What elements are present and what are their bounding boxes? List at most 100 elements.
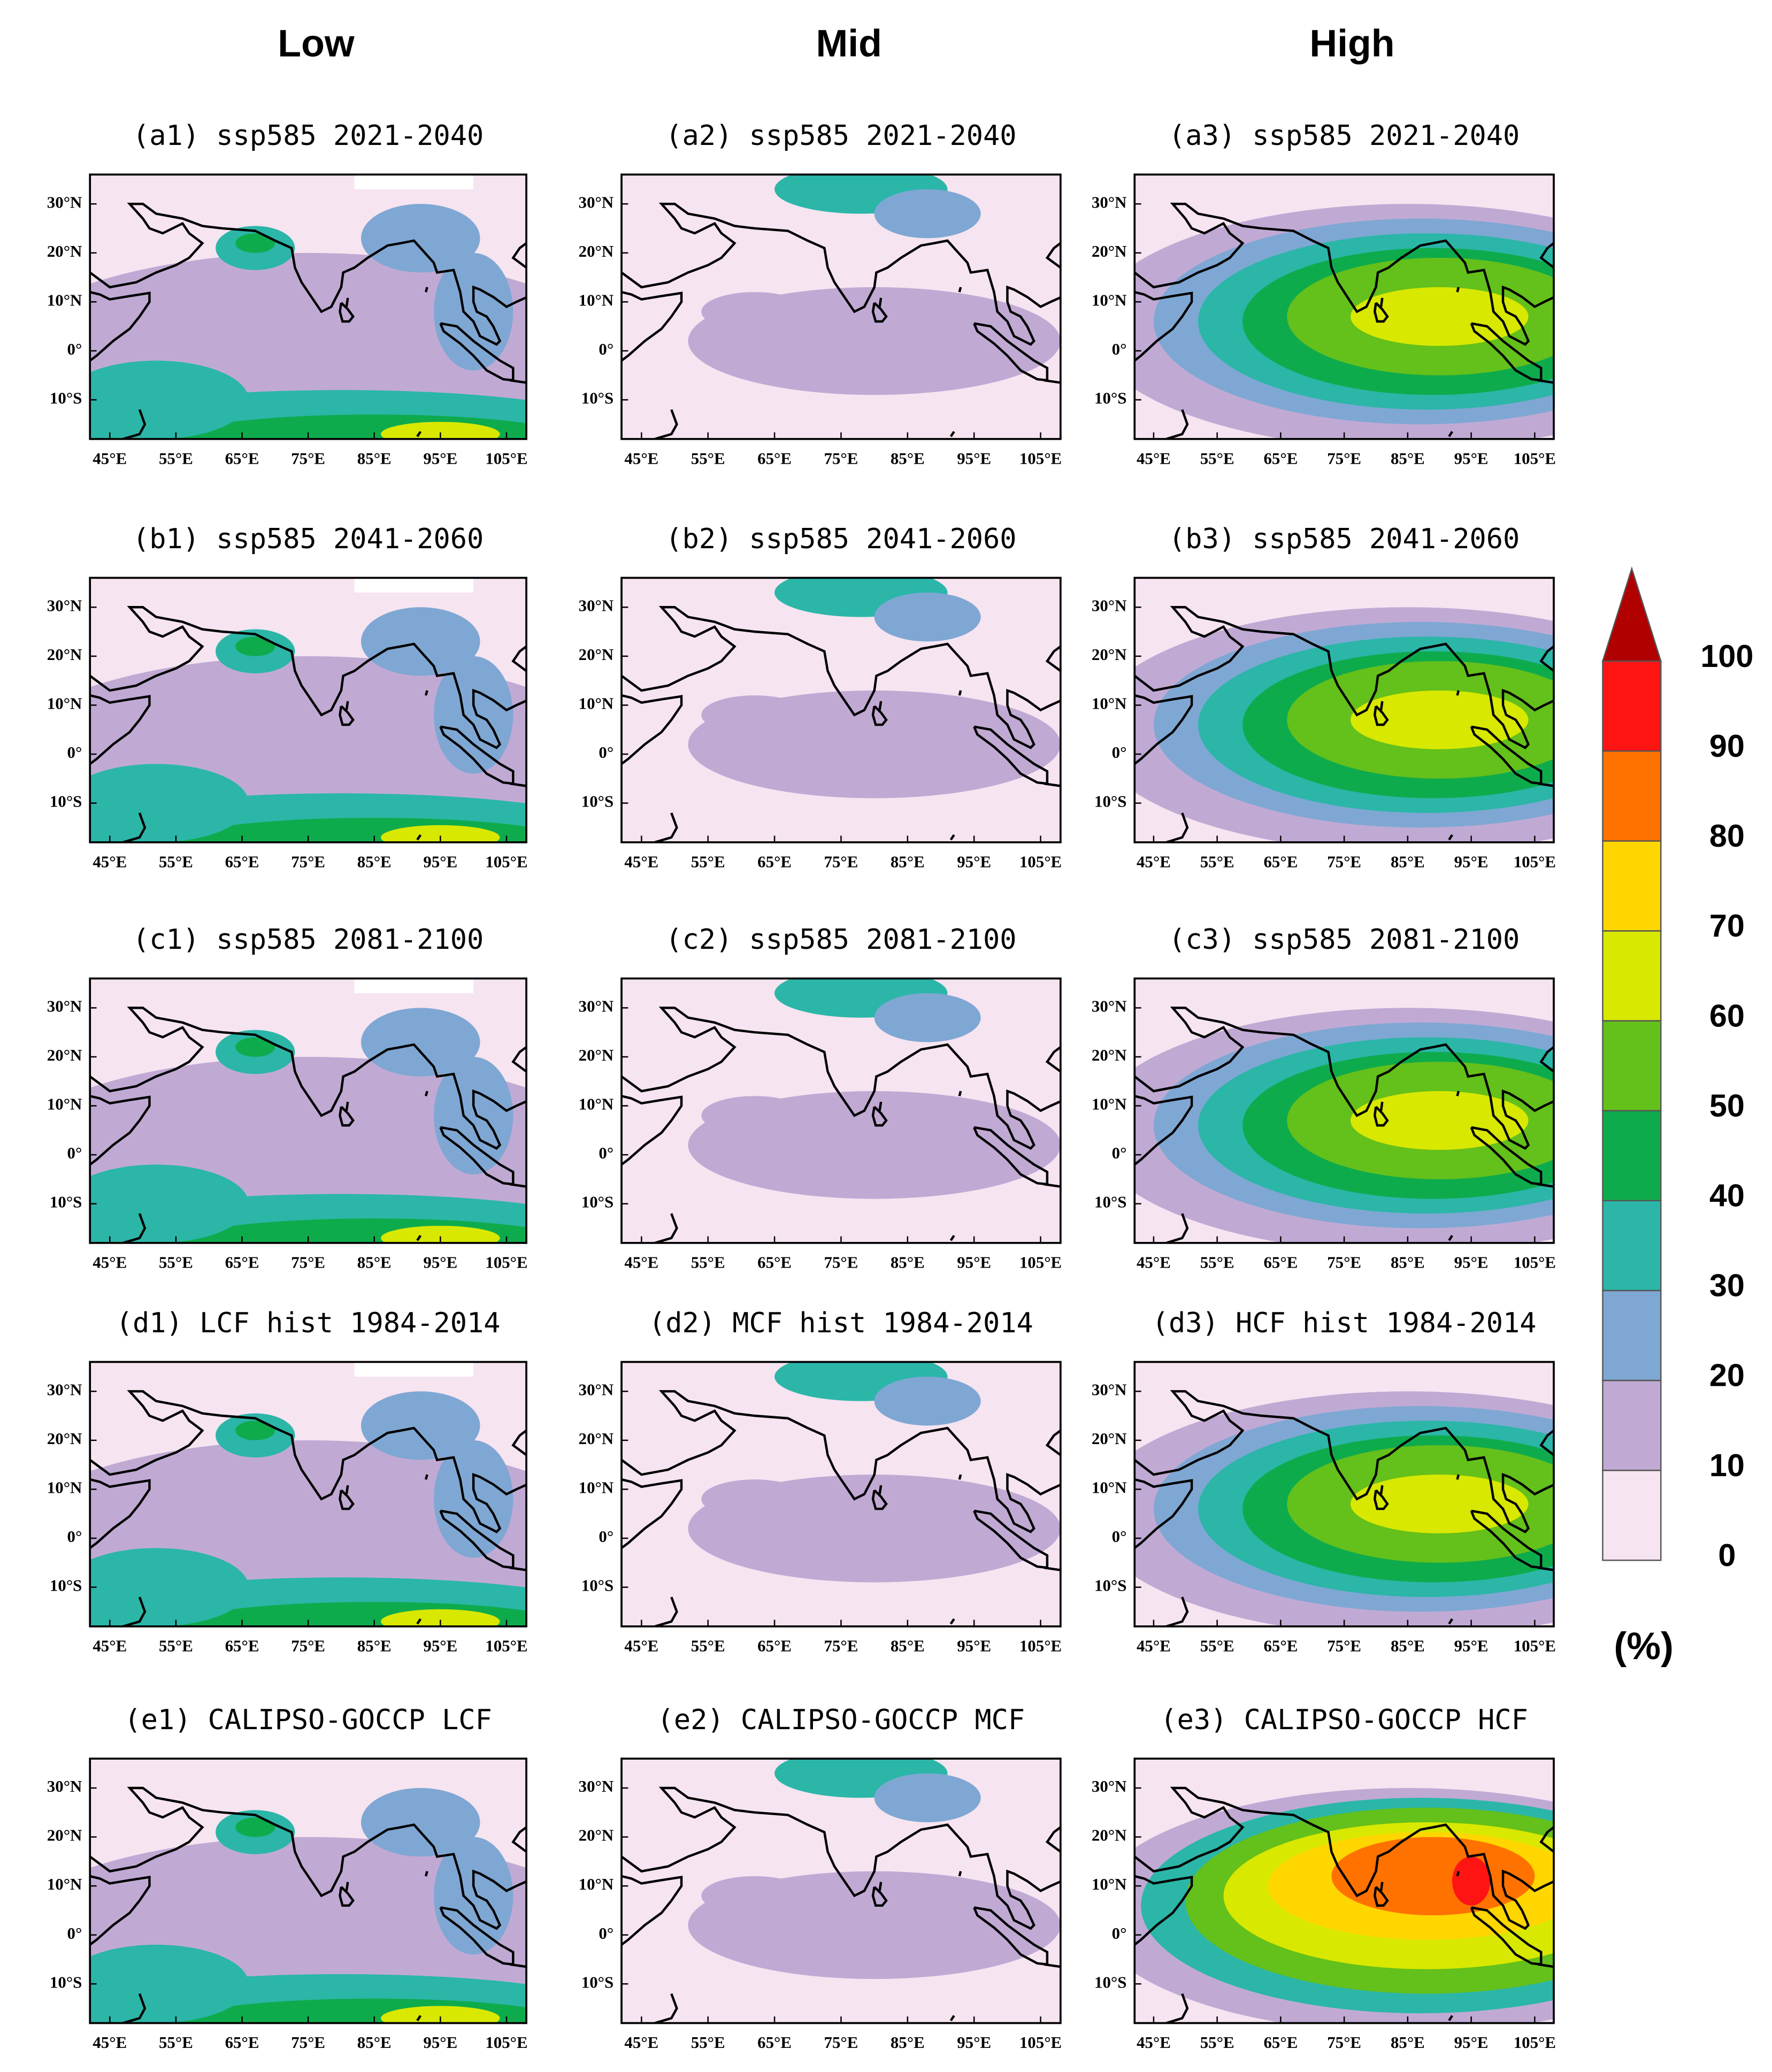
- coastline: [1448, 834, 1453, 841]
- x-tick-label: 55°E: [691, 1253, 725, 1272]
- y-tick-label: 20°N: [579, 645, 614, 664]
- y-tick-label: 30°N: [579, 996, 614, 1015]
- coastline: [622, 1786, 1061, 1930]
- cloud-shading: [1351, 1475, 1529, 1533]
- coastline: [871, 1489, 888, 1510]
- x-tick-label: 55°E: [159, 1637, 193, 1655]
- coastline: [949, 834, 955, 841]
- x-tick-label: 105°E: [485, 852, 527, 871]
- x-tick-label: 45°E: [624, 1253, 658, 1272]
- coastline: [1373, 1106, 1389, 1127]
- panel-title: (d3) HCF hist 1984-2014: [1152, 1307, 1537, 1339]
- coastline: [622, 290, 683, 362]
- y-tick-label: 30°N: [579, 1380, 614, 1399]
- y-tick-label: 30°N: [47, 996, 82, 1015]
- x-tick-label: 85°E: [891, 449, 925, 467]
- coastline: [1044, 1963, 1061, 1968]
- cloud-shading: [381, 1225, 500, 1243]
- coastline: [416, 1234, 422, 1241]
- coastline: [90, 1875, 151, 1946]
- coastline: [339, 302, 355, 323]
- x-tick-label: 85°E: [357, 1637, 392, 1655]
- cloud-shading: [90, 1057, 527, 1243]
- cloud-shading: [433, 1056, 513, 1175]
- coastline: [339, 1886, 355, 1907]
- x-tick-label: 65°E: [225, 852, 259, 871]
- y-tick-label: 0°: [1112, 340, 1127, 358]
- x-tick-label: 75°E: [824, 2033, 858, 2052]
- colorbar-segment: [1602, 1290, 1662, 1382]
- coastline: [1456, 1474, 1460, 1480]
- coastline: [622, 694, 683, 765]
- x-tick-label: 65°E: [757, 449, 792, 467]
- y-tick-label: 10°S: [50, 1576, 82, 1595]
- x-tick-label: 85°E: [891, 2033, 925, 2052]
- map-panel: [1134, 1759, 1554, 2023]
- coastline: [339, 705, 355, 726]
- cloud-shading: [361, 607, 480, 676]
- cloud-shading: [874, 993, 981, 1042]
- y-tick-label: 10°N: [1092, 1875, 1127, 1893]
- coastline: [122, 1213, 147, 1243]
- x-tick-label: 105°E: [1514, 1253, 1556, 1272]
- y-tick-label: 20°N: [47, 1826, 82, 1845]
- x-tick-label: 85°E: [1391, 852, 1425, 871]
- coastline: [1134, 1786, 1554, 1930]
- x-tick-label: 85°E: [1391, 449, 1425, 467]
- y-tick-label: 20°N: [1092, 645, 1127, 664]
- map-panel: [622, 174, 1061, 439]
- x-tick-label: 55°E: [1200, 449, 1234, 467]
- coastline: [1456, 287, 1460, 293]
- map-panel: [622, 978, 1061, 1243]
- coastline: [1448, 2015, 1453, 2022]
- coastline: [871, 705, 888, 726]
- coastline: [90, 1478, 151, 1550]
- x-tick-label: 95°E: [957, 1253, 991, 1272]
- colorbar-segment: [1602, 840, 1662, 932]
- x-tick-label: 105°E: [1019, 449, 1062, 467]
- coastline: [1373, 705, 1389, 726]
- coastline: [1134, 1478, 1193, 1550]
- coastline: [339, 1489, 355, 1510]
- map-panel: [1134, 978, 1554, 1243]
- cloud-shading: [1351, 1091, 1529, 1150]
- coastline: [345, 701, 349, 710]
- panel-title: (b3) ssp585 2041-2060: [1169, 523, 1520, 555]
- x-tick-label: 45°E: [1137, 1253, 1171, 1272]
- y-tick-label: 0°: [67, 1144, 82, 1162]
- colorbar-label: 60: [1709, 997, 1745, 1033]
- coastline: [878, 1882, 883, 1891]
- x-tick-label: 65°E: [1263, 1637, 1298, 1655]
- x-tick-label: 45°E: [93, 2033, 127, 2052]
- y-tick-label: 0°: [1112, 743, 1127, 762]
- x-tick-label: 45°E: [93, 1253, 127, 1272]
- map-panel: [622, 1759, 1061, 2023]
- y-tick-label: 30°N: [1092, 996, 1127, 1015]
- colorbar-segment: [1602, 930, 1662, 1022]
- colorbar-label: 90: [1709, 728, 1745, 764]
- coastline: [1134, 1007, 1554, 1150]
- coastline: [622, 606, 1061, 749]
- cloud-free: [354, 1362, 474, 1377]
- cloud-shading: [381, 1609, 500, 1626]
- coastline: [122, 1993, 147, 2023]
- colorbar-segment: [1602, 1379, 1662, 1471]
- coastline: [416, 834, 422, 841]
- cloud-shading: [874, 1376, 981, 1426]
- colorbar-unit: (%): [1614, 1625, 1674, 1668]
- colorbar-label: 70: [1709, 908, 1745, 943]
- y-tick-label: 0°: [599, 743, 613, 762]
- panel-title: (c1) ssp585 2081-2100: [133, 924, 484, 956]
- x-tick-label: 75°E: [1327, 1637, 1361, 1655]
- coastline: [1165, 1213, 1189, 1243]
- coastline: [1456, 1091, 1460, 1096]
- colorbar-label: 100: [1700, 638, 1753, 674]
- colorbar-label: 80: [1709, 818, 1745, 854]
- cloud-shading: [433, 252, 513, 371]
- coastline: [1537, 1963, 1554, 1968]
- cloud-shading: [1452, 1856, 1491, 1906]
- y-tick-label: 20°N: [1092, 242, 1127, 260]
- coastline: [949, 1618, 955, 1625]
- y-tick-label: 0°: [67, 743, 82, 762]
